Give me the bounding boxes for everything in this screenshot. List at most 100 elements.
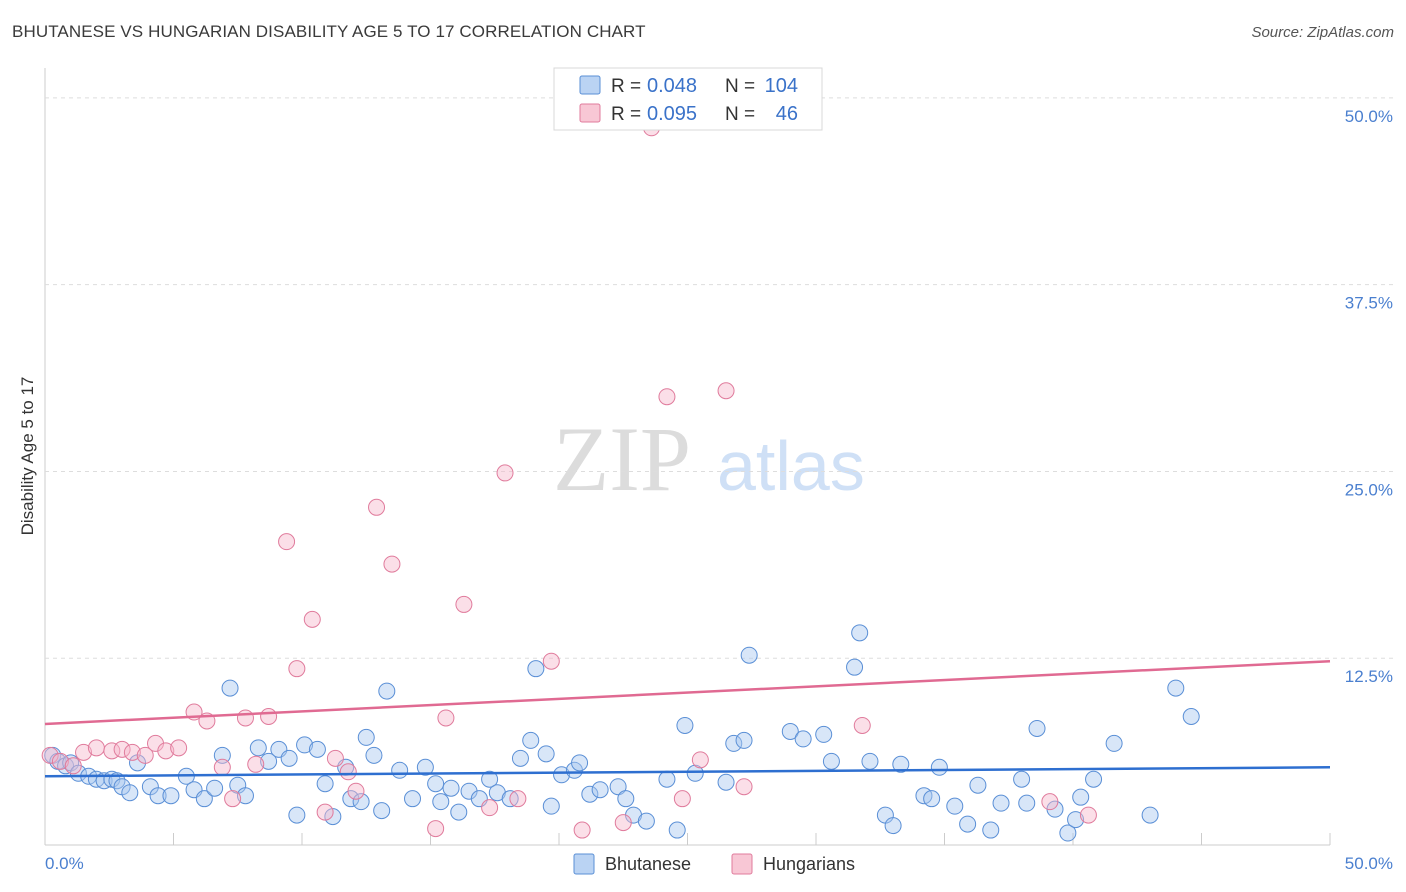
point-bhutanese [416,758,434,776]
point-bhutanese [794,730,812,748]
point-bhutanese [717,773,735,791]
point-bhutanese [923,790,941,808]
point-hungarians [123,743,141,761]
point-bhutanese [1018,794,1036,812]
point-bhutanese [581,785,599,803]
legend-n-value-hungarians: 46 [776,103,798,125]
point-hungarians [1079,806,1097,824]
point-bhutanese [296,736,314,754]
point-hungarians [481,799,499,817]
point-bhutanese [846,658,864,676]
point-hungarians [673,790,691,808]
point-bhutanese [195,790,213,808]
point-hungarians [213,758,231,776]
legend-r-label-hungarians: R = [611,104,641,125]
point-bhutanese [308,740,326,758]
point-hungarians [509,790,527,808]
legend-r-value-bhutanese: 0.048 [647,75,697,97]
point-hungarians [247,755,265,773]
point-hungarians [455,595,473,613]
point-hungarians [339,763,357,781]
point-bhutanese [725,734,743,752]
point-bhutanese [851,624,869,642]
point-hungarians [224,790,242,808]
watermark-atlas: atlas [717,427,865,505]
point-bhutanese [432,793,450,811]
point-bhutanese [617,790,635,808]
point-hungarians [278,533,296,551]
point-bhutanese [280,749,298,767]
y-tick-label: 12.5% [1345,667,1393,686]
point-bhutanese [206,779,224,797]
point-bhutanese [815,725,833,743]
point-bhutanese [740,646,758,664]
point-bhutanese [658,770,676,788]
y-tick-label: 37.5% [1345,294,1393,313]
watermark-zip: ZIP [553,408,691,510]
point-bhutanese [1182,707,1200,725]
series-legend: Bhutanese Hungarians [573,853,855,875]
point-bhutanese [1013,770,1031,788]
point-hungarians [64,757,82,775]
point-bhutanese [1067,811,1085,829]
point-hungarians [437,709,455,727]
point-bhutanese [1028,719,1046,737]
bottom-legend-label-bhutanese: Bhutanese [605,854,691,874]
point-hungarians [427,820,445,838]
point-hungarians [691,751,709,769]
point-hungarians [614,814,632,832]
point-bhutanese [378,682,396,700]
point-bhutanese [481,770,499,788]
legend-swatch-bhutanese [579,75,601,95]
point-bhutanese [316,775,334,793]
point-bhutanese [969,776,987,794]
point-bhutanese [959,815,977,833]
point-hungarians [368,498,386,516]
legend-n-label-bhutanese: N = [725,76,755,97]
point-hungarians [51,752,69,770]
point-bhutanese [892,755,910,773]
point-hungarians [87,739,105,757]
point-hungarians [717,382,735,400]
point-bhutanese [427,775,445,793]
point-hungarians [157,742,175,760]
x-tick-label-max: 50.0% [1345,854,1393,873]
point-hungarians [41,746,59,764]
legend-r-label-bhutanese: R = [611,76,641,97]
point-bhutanese [221,679,239,697]
legend-n-value-bhutanese: 104 [765,75,798,97]
legend-r-value-hungarians: 0.095 [647,103,697,125]
point-bhutanese [249,739,267,757]
point-bhutanese [861,752,879,770]
point-hungarians [347,782,365,800]
stats-legend: R = 0.048 N = 104 R = 0.095 N = 46 [553,67,823,131]
point-hungarians [75,743,93,761]
trend-line-bhutanese [44,766,1331,778]
point-bhutanese [213,746,231,764]
point-hungarians [326,749,344,767]
point-bhutanese [365,746,383,764]
x-tick-label-min: 0.0% [45,854,84,873]
point-hungarians [853,716,871,734]
point-bhutanese [260,752,278,770]
watermark: ZIP atlas [553,408,865,510]
y-tick-labels: 12.5% 25.0% 37.5% 50.0% [1345,107,1393,686]
point-bhutanese [822,752,840,770]
legend-n-label-hungarians: N = [725,104,755,125]
point-bhutanese [781,722,799,740]
point-bhutanese [930,758,948,776]
point-hungarians [735,778,753,796]
point-bhutanese [571,754,589,772]
point-bhutanese [149,787,167,805]
point-bhutanese [992,794,1010,812]
point-bhutanese [637,812,655,830]
point-hungarians [260,707,278,725]
point-bhutanese [1059,824,1077,842]
point-bhutanese [373,802,391,820]
point-bhutanese [450,803,468,821]
y-tick-label: 25.0% [1345,480,1393,499]
point-bhutanese [1085,770,1103,788]
point-bhutanese [522,731,540,749]
point-hungarians [303,610,321,628]
point-bhutanese [1105,734,1123,752]
